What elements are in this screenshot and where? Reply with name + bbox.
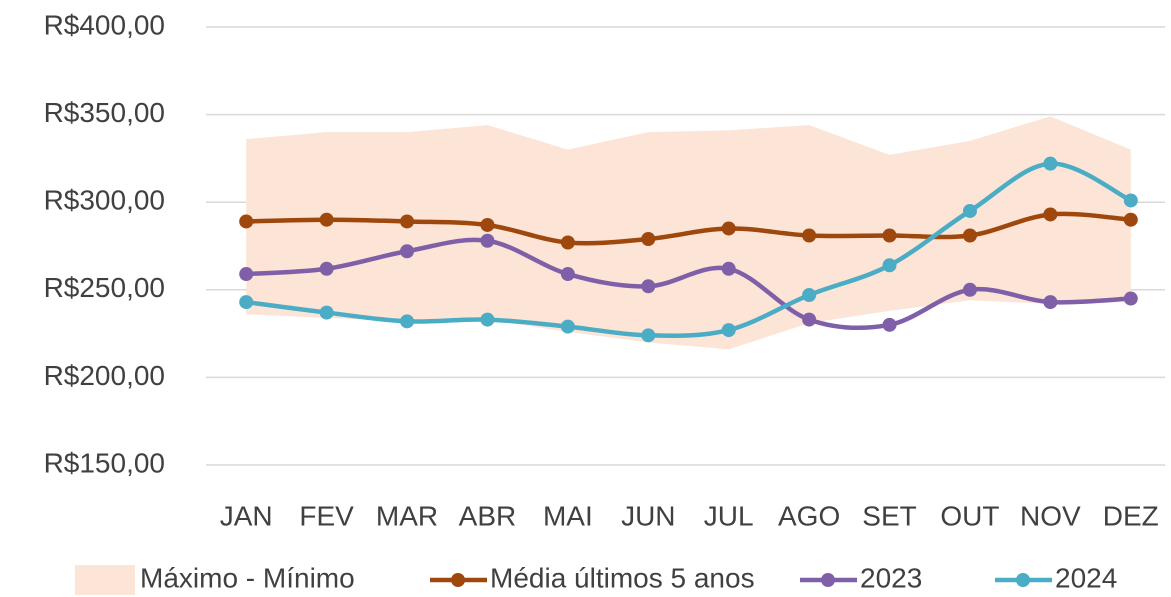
point: [400, 214, 415, 229]
point: [560, 267, 575, 282]
point: [319, 305, 334, 320]
x-tick-label: ABR: [459, 500, 517, 531]
point: [239, 214, 254, 229]
point: [882, 228, 897, 243]
point: [641, 279, 656, 294]
point: [962, 228, 977, 243]
y-tick-label: R$350,00: [44, 97, 165, 128]
x-tick-label: NOV: [1020, 500, 1081, 531]
point: [962, 282, 977, 297]
legend-label: 2024: [1055, 562, 1117, 593]
point: [319, 261, 334, 276]
point: [721, 221, 736, 236]
legend-marker: [1016, 573, 1030, 587]
legend-marker: [451, 573, 465, 587]
y-tick-label: R$400,00: [44, 9, 165, 40]
point: [480, 233, 495, 248]
point: [1043, 156, 1058, 171]
x-tick-label: JAN: [220, 500, 273, 531]
x-tick-label: JUL: [704, 500, 754, 531]
point: [560, 235, 575, 250]
legend-label: Média últimos 5 anos: [490, 562, 755, 593]
x-tick-label: JUN: [621, 500, 675, 531]
point: [480, 217, 495, 232]
point: [400, 314, 415, 329]
point: [721, 323, 736, 338]
point: [1123, 291, 1138, 306]
y-tick-label: R$150,00: [44, 447, 165, 478]
point: [1043, 295, 1058, 310]
y-tick-label: R$250,00: [44, 272, 165, 303]
point: [802, 312, 817, 327]
point: [641, 231, 656, 246]
x-tick-label: DEZ: [1103, 500, 1159, 531]
point: [239, 295, 254, 310]
point: [239, 267, 254, 282]
point: [721, 261, 736, 276]
x-tick-label: MAI: [543, 500, 593, 531]
x-tick-label: FEV: [299, 500, 354, 531]
point: [1123, 212, 1138, 227]
x-tick-label: MAR: [376, 500, 438, 531]
point: [882, 258, 897, 273]
point: [480, 312, 495, 327]
point: [641, 328, 656, 343]
legend-label: Máximo - Mínimo: [140, 562, 355, 593]
point: [319, 212, 334, 227]
legend-swatch: [75, 565, 135, 595]
legend-marker: [821, 573, 835, 587]
x-tick-label: AGO: [778, 500, 840, 531]
point: [962, 203, 977, 218]
point: [802, 228, 817, 243]
y-tick-label: R$200,00: [44, 360, 165, 391]
x-tick-label: OUT: [940, 500, 999, 531]
point: [1043, 207, 1058, 222]
point: [882, 317, 897, 332]
point: [400, 244, 415, 259]
point: [802, 288, 817, 303]
x-tick-label: SET: [862, 500, 916, 531]
point: [560, 319, 575, 334]
point: [1123, 193, 1138, 208]
y-tick-label: R$300,00: [44, 185, 165, 216]
legend-label: 2023: [860, 562, 922, 593]
